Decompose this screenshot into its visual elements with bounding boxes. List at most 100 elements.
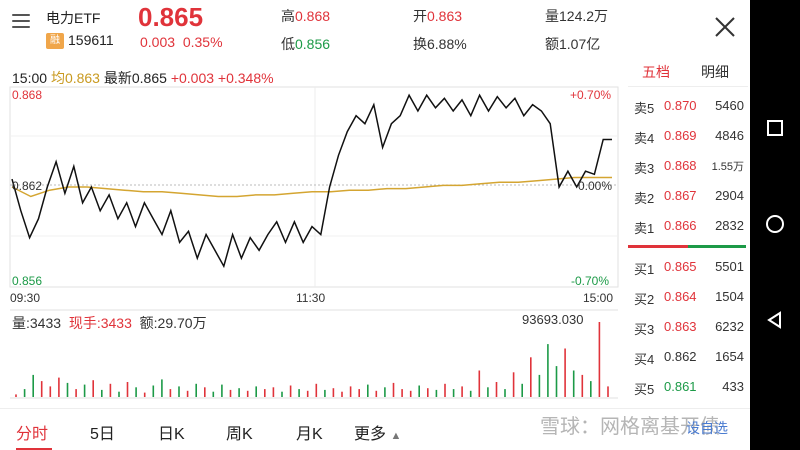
ask-bar [628,245,688,248]
volume-bar [512,372,515,397]
ask-level-row[interactable]: 卖4 0.869 4846 [634,126,746,146]
add-watchlist-button[interactable]: 设自选 [686,420,728,436]
volume-bar [238,388,240,397]
volume-bar [315,383,318,397]
volume-bar [246,390,249,397]
volume-bar [118,391,120,397]
tab-five-levels[interactable]: 五档 [642,64,670,80]
volume-bar [349,386,352,397]
high-stat: 高0.868 [281,8,331,24]
bid-level-price: 0.864 [664,289,697,304]
volume-bar [504,389,506,397]
volume-bar [341,391,343,397]
ask-level-label: 卖1 [634,221,655,236]
y-top-label: 0.868 [12,88,43,102]
x-end-label: 15:00 [583,291,614,305]
home-button[interactable] [750,204,800,244]
square-icon [767,120,783,136]
ask-level-row[interactable]: 卖1 0.866 2832 [634,216,746,236]
current-price: 0.865 [138,2,204,32]
tab-intraday[interactable]: 分时 [16,426,49,443]
volume-bar [23,389,26,397]
ask-level-price: 0.866 [664,218,697,233]
volume-bar [487,387,489,397]
volume-bar [143,392,146,397]
bid-level-row[interactable]: 买5 0.861 433 [634,377,746,397]
ask-level-price: 0.868 [664,158,697,173]
bid-level-volume: 6232 [715,319,744,334]
volume-bar [75,389,77,397]
low-stat: 低0.856 [281,36,331,52]
volume-bar [358,389,360,397]
tab-weekly-k[interactable]: 周K [226,426,253,443]
volume-bar [495,382,498,397]
bid-level-label: 买2 [634,292,655,307]
volume-bar [49,386,52,397]
volume-bar [444,383,446,397]
volume-bar [58,377,60,397]
volume-bar [461,386,463,397]
open-stat: 开0.863 [413,8,463,24]
volume-bar [324,389,326,397]
watermark: 雪球：网格离基开债 [540,416,720,438]
tab-monthly-k[interactable]: 月K [296,426,323,443]
menu-icon[interactable] [12,14,30,30]
tab-daily-k[interactable]: 日K [158,426,185,443]
tabs-divider [0,408,750,409]
ask-level-row[interactable]: 卖2 0.867 2904 [634,186,746,206]
volume-bar [178,386,180,397]
volume-bar [212,391,215,397]
bid-level-volume: 1654 [715,349,744,364]
quote-header: 电力ETF 融 159611 0.865 0.003 0.35% 高0.868 … [0,0,750,60]
ask-level-volume: 5460 [715,98,744,113]
bid-level-price: 0.862 [664,349,697,364]
volume-bar [255,386,257,397]
volume-bar [264,389,266,397]
ask-level-label: 卖4 [634,131,655,146]
volume-bar [564,348,566,397]
latest-change: +0.003 [170,70,215,86]
intraday-chart[interactable] [0,60,620,410]
hand-value: 3433 [100,315,132,331]
hand-label: 现手: [68,315,101,331]
recent-apps-button[interactable] [750,108,800,148]
bid-level-row[interactable]: 买4 0.862 1654 [634,347,746,367]
volume-bar [572,370,575,397]
bid-bar [688,245,746,248]
tab-5day[interactable]: 5日 [90,426,115,443]
price-panel-frame [9,86,619,288]
volume-bar [332,388,335,397]
back-button[interactable] [750,300,800,340]
volume-bar [306,390,309,397]
bid-level-row[interactable]: 买1 0.865 5501 [634,257,746,277]
volume-bar [469,390,472,397]
volume-bar [66,382,69,397]
latest-label: 最新 [103,70,132,86]
volume-bar [229,389,232,397]
bid-level-row[interactable]: 买2 0.864 1504 [634,287,746,307]
triangle-back-icon [767,311,781,329]
volume-bar [272,387,275,397]
circle-icon [766,215,784,233]
ask-level-label: 卖5 [634,101,655,116]
ask-level-volume: 4846 [715,128,744,143]
ask-level-row[interactable]: 卖5 0.870 5460 [634,96,746,116]
close-icon[interactable] [712,14,738,40]
ask-level-row[interactable]: 卖3 0.868 1.55万 [634,156,746,176]
volume-bar [109,383,112,397]
margin-badge: 融 [46,33,64,49]
avg-line-layer [11,176,612,198]
volume-bar [367,384,369,397]
bid-level-volume: 1504 [715,289,744,304]
ask-level-price: 0.869 [664,128,697,143]
vol-value: 3433 [29,315,62,331]
tab-more[interactable]: 更多 ▲ [354,420,401,444]
latest-value: 0.865 [131,70,167,86]
fund-code: 159611 [68,32,114,48]
chevron-up-icon: ▲ [390,430,402,442]
tab-more-label: 更多 [354,426,387,443]
orderbook-tabs: 五档 明细 [620,62,750,86]
bid-level-volume: 433 [722,379,744,394]
tab-detail[interactable]: 明细 [701,64,729,80]
bid-level-row[interactable]: 买3 0.863 6232 [634,317,746,337]
